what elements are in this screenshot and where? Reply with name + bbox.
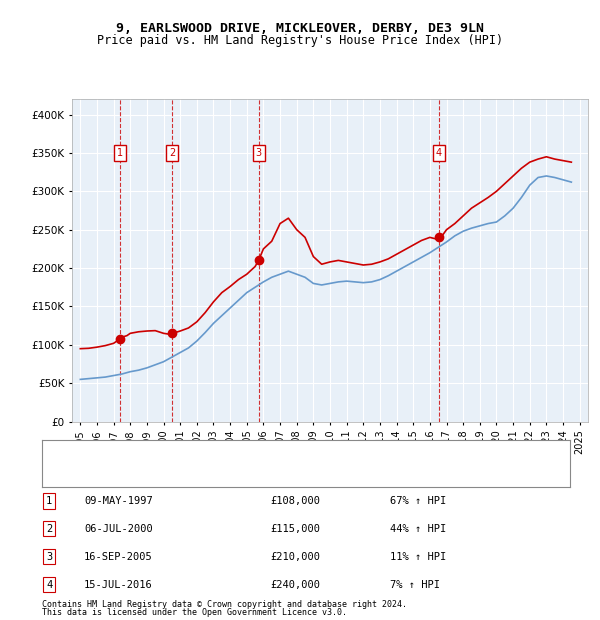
- Text: £115,000: £115,000: [270, 524, 320, 534]
- Text: £210,000: £210,000: [270, 552, 320, 562]
- Text: 2: 2: [46, 524, 52, 534]
- Text: 06-JUL-2000: 06-JUL-2000: [84, 524, 153, 534]
- Text: 09-MAY-1997: 09-MAY-1997: [84, 496, 153, 506]
- Text: £108,000: £108,000: [270, 496, 320, 506]
- Text: 4: 4: [46, 580, 52, 590]
- Text: This data is licensed under the Open Government Licence v3.0.: This data is licensed under the Open Gov…: [42, 608, 347, 617]
- Text: 9, EARLSWOOD DRIVE, MICKLEOVER, DERBY, DE3 9LN (detached house): 9, EARLSWOOD DRIVE, MICKLEOVER, DERBY, D…: [100, 448, 470, 458]
- Text: 2: 2: [169, 148, 175, 158]
- Text: Contains HM Land Registry data © Crown copyright and database right 2024.: Contains HM Land Registry data © Crown c…: [42, 600, 407, 609]
- Text: 44% ↑ HPI: 44% ↑ HPI: [390, 524, 446, 534]
- Text: 9, EARLSWOOD DRIVE, MICKLEOVER, DERBY, DE3 9LN: 9, EARLSWOOD DRIVE, MICKLEOVER, DERBY, D…: [116, 22, 484, 35]
- Text: 3: 3: [256, 148, 262, 158]
- Text: HPI: Average price, detached house, City of Derby: HPI: Average price, detached house, City…: [100, 469, 388, 479]
- Text: 1: 1: [46, 496, 52, 506]
- Text: £240,000: £240,000: [270, 580, 320, 590]
- Text: 4: 4: [436, 148, 442, 158]
- Text: 11% ↑ HPI: 11% ↑ HPI: [390, 552, 446, 562]
- Text: 67% ↑ HPI: 67% ↑ HPI: [390, 496, 446, 506]
- Text: 15-JUL-2016: 15-JUL-2016: [84, 580, 153, 590]
- Text: 7% ↑ HPI: 7% ↑ HPI: [390, 580, 440, 590]
- Text: Price paid vs. HM Land Registry's House Price Index (HPI): Price paid vs. HM Land Registry's House …: [97, 34, 503, 47]
- Text: 3: 3: [46, 552, 52, 562]
- Text: 1: 1: [116, 148, 122, 158]
- Text: 16-SEP-2005: 16-SEP-2005: [84, 552, 153, 562]
